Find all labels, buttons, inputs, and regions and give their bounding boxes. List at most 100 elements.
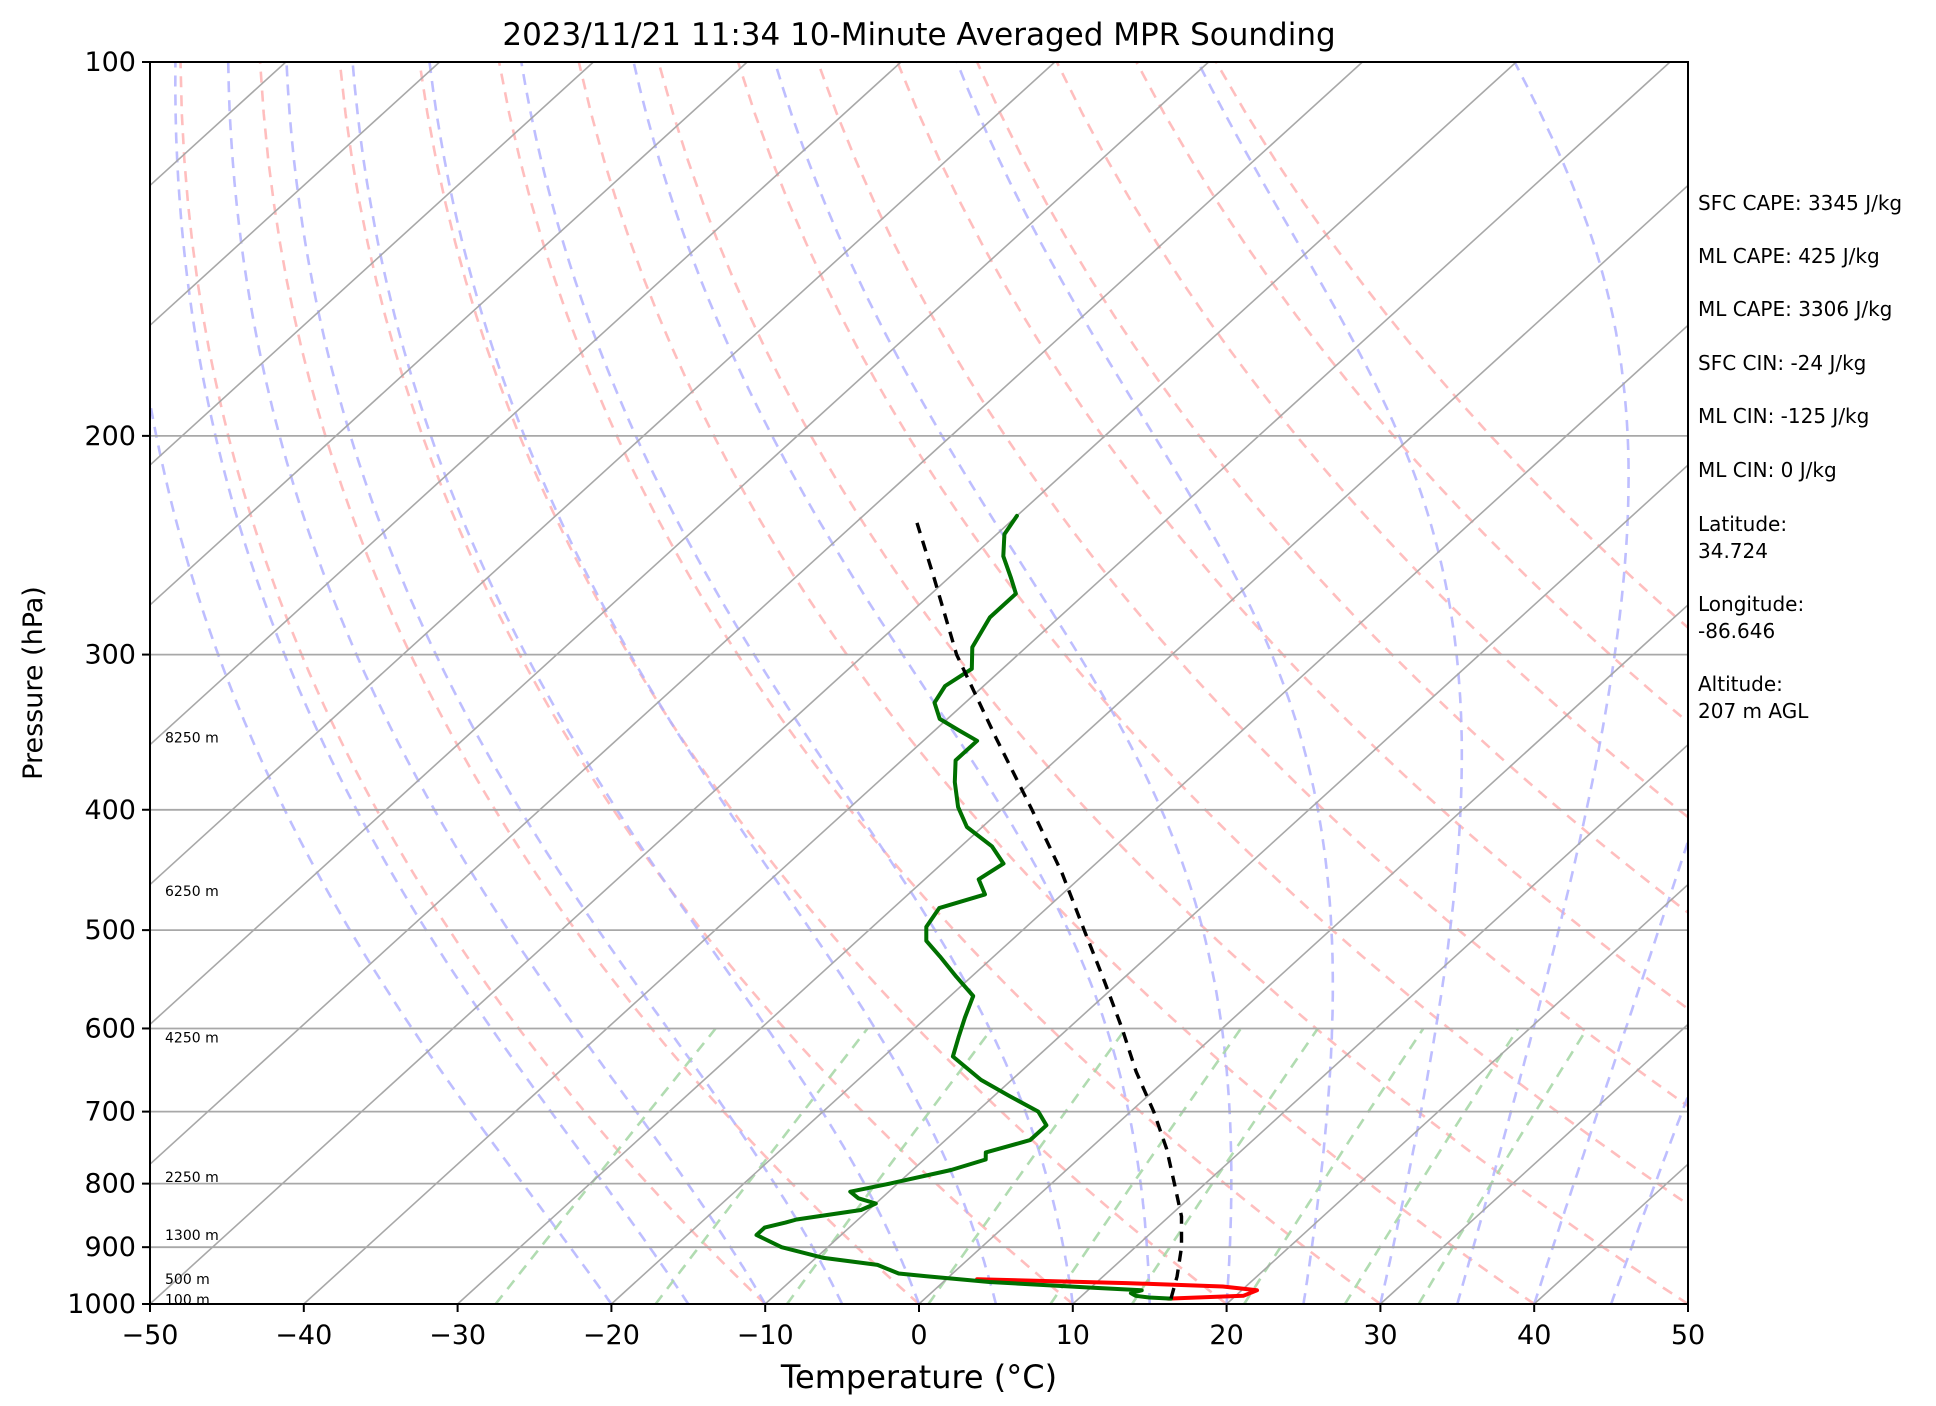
temperature-line <box>975 1277 1259 1301</box>
parcel-path-line <box>915 522 1184 1300</box>
mixing-ratio-line <box>1131 1027 1319 1304</box>
stat-label: ML CIN: 0 J/kg <box>1698 458 1837 482</box>
isotherm <box>150 62 1210 1026</box>
stat-label: SFC CAPE: 3345 J/kg <box>1698 191 1902 215</box>
dry-adiabat <box>338 62 1074 1304</box>
dewpoint-line <box>754 513 1173 1301</box>
moist-adiabat <box>226 62 767 1304</box>
isotherm <box>1226 883 1688 1304</box>
isotherm <box>918 603 1688 1304</box>
altitude-label: Altitude: <box>1698 672 1783 696</box>
isotherm <box>1072 743 1688 1304</box>
stat-label: ML CAPE: 425 J/kg <box>1698 244 1880 268</box>
moist-adiabat <box>1196 62 1464 1304</box>
isotherm <box>150 62 1363 1166</box>
mixing-ratio-line <box>1417 1027 1589 1304</box>
x-tick-label: −10 <box>737 1320 794 1351</box>
mixing-ratio-line <box>927 1027 1127 1304</box>
isotherm <box>150 62 441 327</box>
mixing-ratio-line <box>494 1027 717 1304</box>
y-tick-label: 600 <box>84 1013 136 1044</box>
stat-label: ML CIN: -125 J/kg <box>1698 404 1869 428</box>
y-tick-label: 800 <box>84 1169 136 1200</box>
dry-adiabat <box>179 62 767 1304</box>
x-tick-label: 0 <box>910 1320 927 1351</box>
chart-title: 2023/11/21 11:34 10-Minute Averaged MPR … <box>502 17 1335 53</box>
dry-adiabat <box>577 62 1535 1304</box>
height-labels: 8250 m 6250 m 4250 m 2250 m 1300 m 500 m 100 m <box>165 731 219 1309</box>
y-tick-label: 100 <box>84 47 136 78</box>
y-axis: 100 200 300 400 500 600 700 800 900 1000 <box>67 47 150 1320</box>
dry-adiabat <box>1055 62 1688 819</box>
x-tick-label: −50 <box>122 1320 179 1351</box>
y-tick-label: 400 <box>84 795 136 826</box>
x-axis: −50 −40 −30 −20 −10 0 10 20 30 40 50 <box>122 1304 1705 1351</box>
latitude-label: Latitude: <box>1698 512 1787 536</box>
height-label: 8250 m <box>165 731 219 747</box>
latitude-value: 34.724 <box>1698 539 1768 563</box>
x-tick-label: 30 <box>1363 1320 1397 1351</box>
isotherm <box>150 62 902 746</box>
isotherm <box>610 324 1688 1304</box>
dry-adiabat <box>816 62 1688 1108</box>
y-tick-label: 200 <box>84 421 136 452</box>
dry-adiabat <box>497 62 1382 1304</box>
dry-adiabat <box>418 62 1228 1304</box>
plot-frame <box>149 61 1689 1305</box>
longitude-value: -86.646 <box>1698 619 1775 643</box>
mixing-ratio-line <box>1343 1027 1520 1304</box>
moist-adiabat <box>285 62 844 1304</box>
moist-adiabat <box>955 62 1335 1304</box>
x-axis-label: Temperature (°C) <box>780 1358 1057 1396</box>
isotherm <box>150 62 748 606</box>
x-tick-label: −30 <box>429 1320 486 1351</box>
isotherm <box>1379 1023 1688 1304</box>
isotherm <box>303 62 1671 1304</box>
y-tick-label: 700 <box>84 1097 136 1128</box>
moist-adiabat <box>150 395 613 1304</box>
isotherm <box>150 62 1517 1304</box>
x-tick-label: −20 <box>583 1320 640 1351</box>
mixing-ratio-line <box>1049 1027 1242 1304</box>
moist-adiabat <box>428 62 998 1304</box>
height-label: 100 m <box>165 1293 210 1309</box>
moist-adiabat <box>351 62 921 1304</box>
background-lines <box>150 62 1688 1304</box>
stats-panel: SFC CAPE: 3345 J/kg ML CAPE: 425 J/kg ML… <box>1698 191 1902 723</box>
x-tick-label: −40 <box>275 1320 332 1351</box>
dry-adiabat <box>975 62 1688 915</box>
x-tick-label: 50 <box>1671 1320 1705 1351</box>
height-label: 4250 m <box>165 1030 219 1046</box>
y-tick-label: 1000 <box>67 1289 136 1320</box>
mixing-ratio-line <box>654 1027 869 1304</box>
data-series <box>754 513 1259 1301</box>
moist-adiabat <box>173 62 690 1304</box>
height-label: 500 m <box>165 1272 210 1288</box>
y-tick-label: 900 <box>84 1232 136 1263</box>
x-tick-label: 20 <box>1209 1320 1243 1351</box>
y-tick-label: 300 <box>84 640 136 671</box>
longitude-label: Longitude: <box>1698 592 1804 616</box>
altitude-value: 207 m AGL <box>1698 699 1809 723</box>
x-tick-label: 10 <box>1056 1320 1090 1351</box>
height-label: 6250 m <box>165 884 219 900</box>
y-axis-label: Pressure (hPa) <box>18 586 49 780</box>
height-label: 1300 m <box>165 1228 219 1244</box>
moist-adiabat <box>632 62 1151 1304</box>
dry-adiabat <box>258 62 920 1304</box>
dry-adiabat <box>1135 62 1688 724</box>
moist-adiabat <box>773 62 1233 1304</box>
dry-adiabat <box>657 62 1688 1304</box>
mixing-ratio-line <box>785 1027 994 1304</box>
stat-label: ML CAPE: 3306 J/kg <box>1698 297 1892 321</box>
y-tick-label: 500 <box>84 915 136 946</box>
isotherm <box>150 62 1056 886</box>
isotherm <box>150 62 594 467</box>
dry-adiabat <box>896 62 1688 1011</box>
stat-label: SFC CIN: -24 J/kg <box>1698 351 1866 375</box>
moist-adiabat <box>1456 62 1630 1304</box>
isotherm <box>764 464 1688 1304</box>
isotherm <box>457 184 1688 1304</box>
pressure-gridlines <box>150 434 1688 1249</box>
